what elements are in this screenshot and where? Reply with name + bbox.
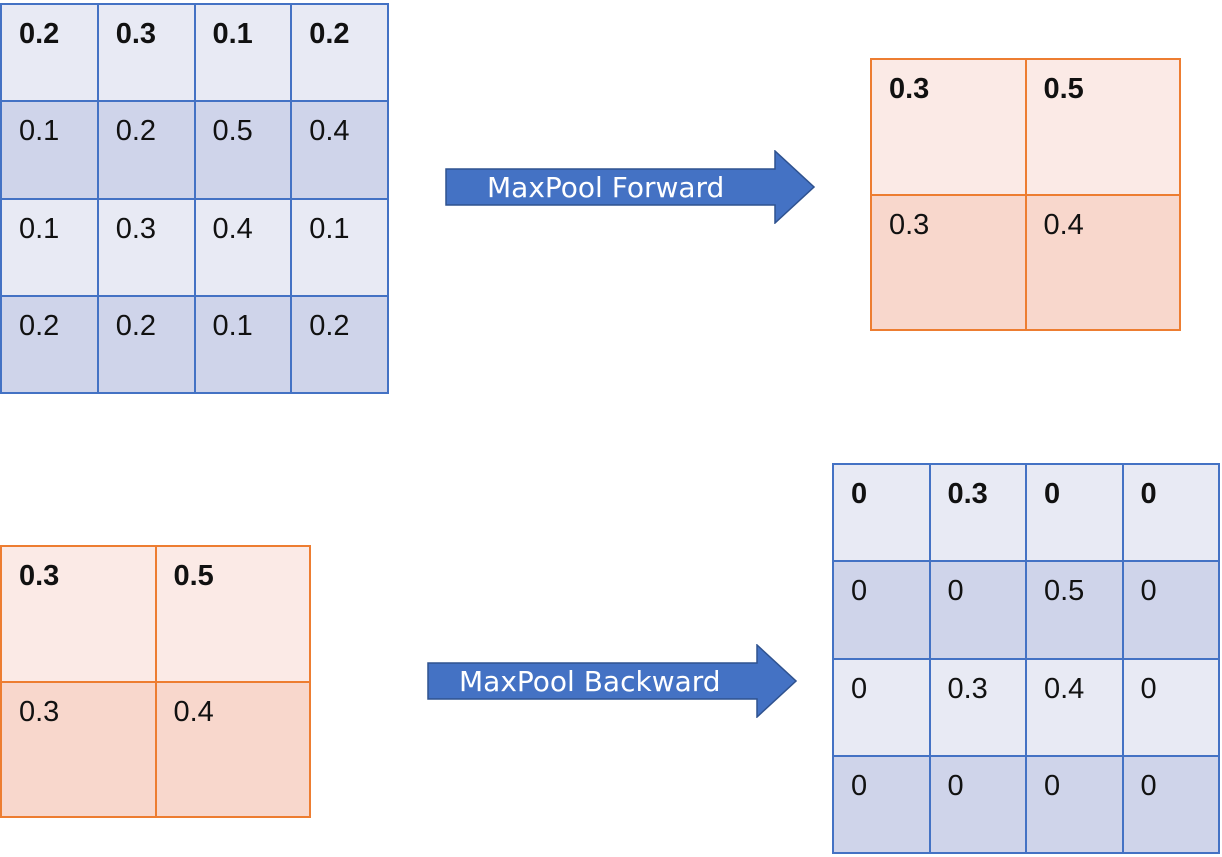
- matrix-cell: 0: [1123, 465, 1218, 561]
- matrix-cell: 0.4: [292, 102, 387, 198]
- matrix-cell: 0.5: [156, 547, 309, 681]
- maxpool-backward-arrow: MaxPool Backward: [427, 644, 797, 718]
- matrix-cell: 0: [1123, 562, 1218, 658]
- maxpool-forward-label: MaxPool Forward: [487, 170, 725, 204]
- maxpool-backward-label: MaxPool Backward: [459, 664, 721, 698]
- matrix-cell: 0.4: [195, 199, 291, 295]
- matrix-cell: 0: [930, 756, 1025, 852]
- matrix-cell: 0.1: [195, 296, 291, 392]
- output-matrix: 0 0.3 0 0 0 0 0.5 0 0 0.3 0.4 0 0 0 0 0: [832, 463, 1220, 854]
- gradient-matrix: 0.3 0.5 0.3 0.4: [0, 545, 311, 818]
- matrix-cell: 0.2: [2, 296, 97, 392]
- pooled-matrix: 0.3 0.5 0.3 0.4: [870, 58, 1181, 331]
- matrix-cell: 0.2: [98, 102, 194, 198]
- matrix-cell: 0.3: [872, 195, 1025, 329]
- matrix-cell: 0.5: [1026, 60, 1179, 194]
- matrix-cell: 0.2: [2, 5, 97, 101]
- matrix-cell: 0.4: [1027, 659, 1122, 755]
- matrix-cell: 0.3: [2, 547, 155, 681]
- matrix-cell: 0.3: [98, 5, 194, 101]
- matrix-cell: 0: [1027, 465, 1122, 561]
- matrix-cell: 0.3: [930, 659, 1025, 755]
- matrix-cell: 0.4: [156, 682, 309, 816]
- matrix-cell: 0.3: [930, 465, 1025, 561]
- matrix-cell: 0.2: [292, 296, 387, 392]
- matrix-cell: 0: [834, 562, 929, 658]
- matrix-cell: 0: [834, 659, 929, 755]
- input-matrix: 0.2 0.3 0.1 0.2 0.1 0.2 0.5 0.4 0.1 0.3 …: [0, 3, 389, 394]
- matrix-cell: 0: [930, 562, 1025, 658]
- matrix-cell: 0.3: [2, 682, 155, 816]
- matrix-cell: 0: [834, 756, 929, 852]
- matrix-cell: 0: [1123, 756, 1218, 852]
- matrix-cell: 0.2: [292, 5, 387, 101]
- matrix-cell: 0.5: [1027, 562, 1122, 658]
- matrix-cell: 0.1: [195, 5, 291, 101]
- matrix-cell: 0.5: [195, 102, 291, 198]
- matrix-cell: 0.2: [98, 296, 194, 392]
- right-arrow-icon: [445, 150, 815, 224]
- matrix-cell: 0.4: [1026, 195, 1179, 329]
- matrix-cell: 0.3: [872, 60, 1025, 194]
- matrix-cell: 0.1: [292, 199, 387, 295]
- matrix-cell: 0: [1123, 659, 1218, 755]
- matrix-cell: 0: [834, 465, 929, 561]
- matrix-cell: 0: [1027, 756, 1122, 852]
- matrix-cell: 0.1: [2, 199, 97, 295]
- matrix-cell: 0.1: [2, 102, 97, 198]
- matrix-cell: 0.3: [98, 199, 194, 295]
- right-arrow-icon: [427, 644, 797, 718]
- maxpool-forward-arrow: MaxPool Forward: [445, 150, 815, 224]
